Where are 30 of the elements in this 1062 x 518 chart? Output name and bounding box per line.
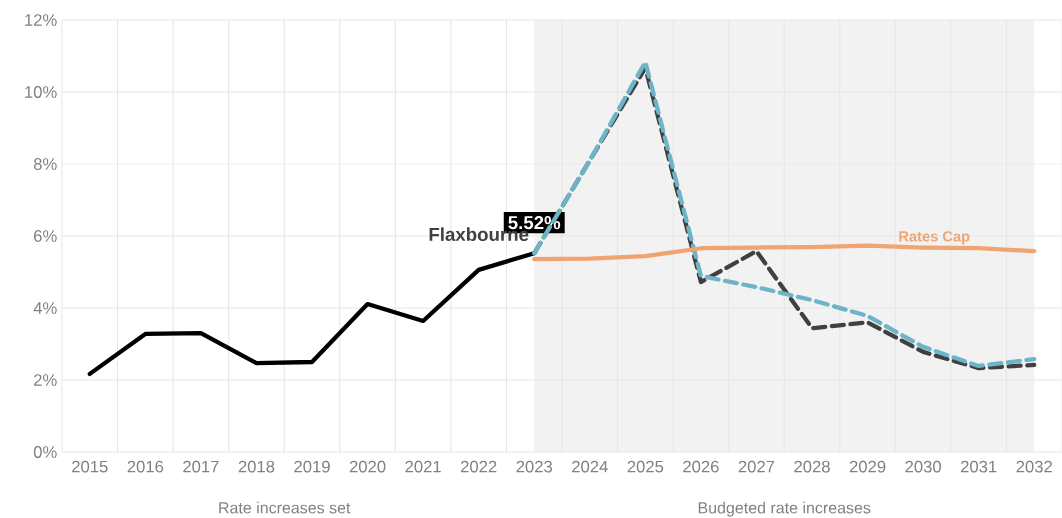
x-tick-label: 2032 [1016,460,1052,473]
x-tick-label: 2015 [72,460,108,473]
text: Rate increases set [219,501,351,514]
x-tick-label: 2028 [794,460,830,473]
x-tick-label: 2030 [905,460,941,473]
x-tick-label: 2018 [238,460,275,473]
x-tick-label: 2019 [294,460,330,473]
y-tick-label: 12% [25,14,57,26]
line-series [532,243,1037,262]
series-label: Rates Cap [899,231,970,245]
line-series [87,251,537,377]
x-tick-label: 2022 [460,460,497,473]
y-tick-label: 2% [34,374,57,386]
y-tick-label: 4% [33,302,57,314]
x-tick-label: 2016 [127,460,164,473]
x-tick-label: 2024 [572,460,608,473]
x-tick-label: 2021 [405,460,441,473]
x-tick-label: 2031 [960,460,997,473]
x-tick-label: 2026 [683,460,719,473]
x-tick-label: 2027 [738,460,775,473]
y-tick-label: 6% [34,230,57,242]
x-tick-label: 2029 [849,460,886,473]
x-tick-label: 2025 [627,460,664,473]
y-tick-label: 8% [33,158,57,170]
y-tick-label: 0% [33,446,57,458]
text: Budgeted rate increases [698,501,871,517]
x-tick-label: 2020 [349,460,386,473]
x-tick-label: 2023 [516,460,553,473]
x-tick-label: 2017 [183,460,219,473]
y-tick-label: 10% [25,86,57,98]
